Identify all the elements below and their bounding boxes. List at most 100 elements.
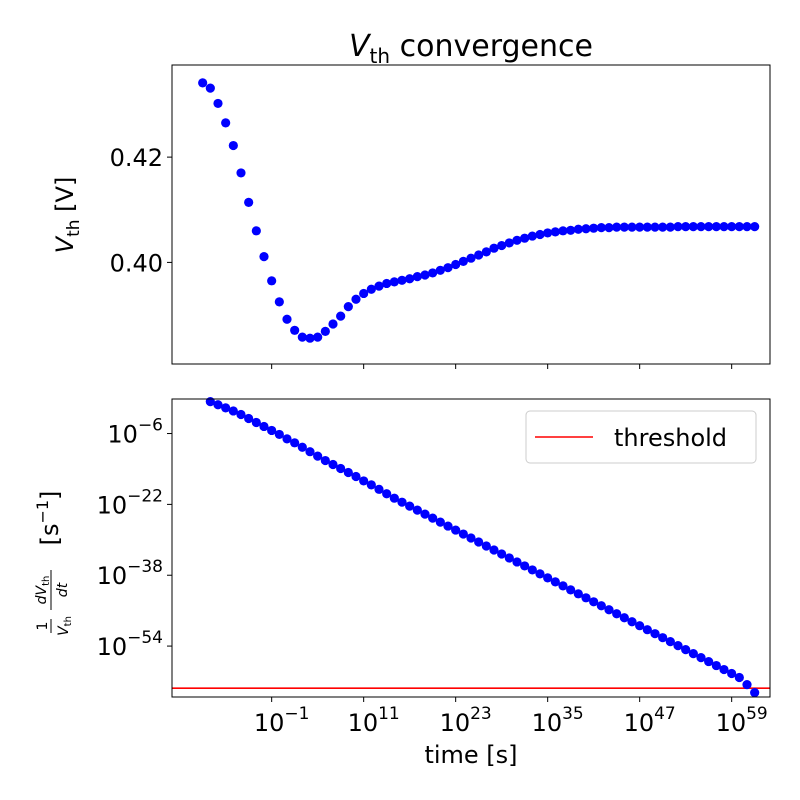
top-data-point (734, 222, 744, 232)
top-data-point (719, 222, 729, 232)
bottom-y-label-frac-num: dVth (34, 576, 52, 605)
bottom-data-point (581, 593, 591, 603)
bottom-data-point (244, 413, 254, 424)
bottom-data-point (267, 425, 277, 436)
top-data-point (412, 272, 422, 282)
bottom-data-point (236, 409, 246, 420)
top-data-point (512, 235, 522, 245)
bottom-data-point (320, 455, 330, 466)
bottom-data-point (742, 680, 752, 690)
bottom-data-point (535, 569, 545, 579)
bottom-data-point (497, 549, 507, 559)
top-data-point (351, 294, 361, 304)
top-data-point (328, 319, 338, 329)
top-data-point (635, 222, 645, 232)
top-data-point (727, 222, 737, 232)
bottom-data-point (405, 501, 415, 511)
bottom-data-point (635, 621, 645, 631)
top-data-point (504, 238, 514, 248)
bottom-data-point (673, 641, 683, 651)
top-data-point (742, 222, 752, 232)
top-data-point (573, 224, 583, 234)
top-data-point (589, 223, 599, 233)
bottom-y-label-frac-den: dt (55, 582, 71, 597)
bottom-y-tick-label: 10−38 (97, 557, 163, 590)
bottom-data-point (566, 585, 576, 595)
top-data-point (420, 270, 430, 280)
bottom-data-point (627, 617, 637, 627)
top-data-point (198, 78, 208, 88)
bottom-ticks: 10−54 10−38 10−22 10−6 10−1 1011 1023 1035 1047 1… (97, 416, 768, 737)
top-data-point (213, 98, 223, 109)
top-data-point (389, 277, 399, 287)
top-data-point (282, 314, 292, 324)
bottom-data-point (274, 429, 284, 440)
bottom-data-point (389, 493, 399, 503)
bottom-data-point (451, 525, 461, 535)
top-data-point (466, 253, 476, 263)
bottom-data-point (213, 400, 223, 410)
bottom-data-point (727, 668, 737, 679)
bottom-data-point (550, 577, 560, 587)
x-axis-label: time [s] (424, 741, 517, 769)
top-data-point (366, 284, 376, 294)
top-data-point (474, 250, 484, 260)
bottom-data-point (688, 649, 698, 659)
bottom-data-point (696, 652, 706, 663)
top-data-point (619, 222, 629, 232)
x-tick-label: 1059 (716, 704, 768, 737)
top-y-tick-label: 0.40 (110, 249, 163, 277)
bottom-data-point (443, 521, 453, 531)
bottom-y-label-den: Vth (56, 616, 74, 636)
bottom-data-point (650, 629, 660, 639)
x-tick-label: 1011 (348, 704, 400, 737)
top-data-point (205, 83, 215, 93)
bottom-plot-frame (171, 398, 771, 698)
bottom-y-label-one: 1 (35, 622, 51, 631)
top-data-point (443, 263, 453, 273)
bottom-data-point (412, 505, 422, 515)
bottom-data-point (527, 565, 537, 575)
top-data-point (428, 268, 438, 278)
bottom-data-point (719, 664, 729, 675)
bottom-data-point (642, 625, 652, 635)
bottom-data-point (665, 637, 675, 647)
legend-threshold-label: threshold (614, 424, 727, 452)
top-data-point (405, 274, 415, 284)
top-data-point (236, 168, 246, 178)
bottom-data-point (489, 545, 499, 555)
bottom-data-point (397, 497, 407, 507)
top-data-point (543, 228, 553, 238)
top-data-point (550, 227, 560, 237)
top-data-point (458, 256, 468, 266)
bottom-data-point (297, 442, 307, 452)
top-data-point (535, 229, 545, 240)
bottom-plot: 10−54 10−38 10−22 10−6 10−1 1011 1023 1035 1047 1… (97, 397, 771, 737)
bottom-y-tick-label: 10−6 (107, 416, 163, 449)
bottom-data-point (221, 403, 231, 413)
bottom-data-point (435, 517, 445, 527)
bottom-data-point (290, 438, 300, 448)
bottom-y-axis-label: 1 Vth dVth dt [s−1] (33, 491, 74, 636)
bottom-data-point (711, 660, 721, 671)
bottom-data-point (458, 529, 468, 539)
top-data-point (228, 140, 238, 151)
bottom-y-tick-label: 10−54 (97, 628, 163, 661)
top-data-point (688, 222, 698, 232)
top-data-point (527, 231, 537, 241)
top-data-point (604, 223, 614, 233)
top-data-point (481, 247, 491, 257)
top-data-point (359, 288, 369, 299)
top-data-point (451, 259, 461, 270)
bottom-data-points (205, 397, 760, 698)
bottom-data-point (504, 553, 514, 563)
top-data-point (489, 243, 499, 253)
top-data-point (382, 278, 392, 289)
top-data-points (198, 78, 760, 343)
bottom-data-point (612, 609, 622, 619)
top-data-point (658, 222, 668, 232)
bottom-data-point (589, 597, 599, 607)
bottom-y-label-unit: [s−1] (33, 491, 64, 546)
bottom-data-point (520, 561, 530, 571)
bottom-data-point (750, 687, 760, 698)
